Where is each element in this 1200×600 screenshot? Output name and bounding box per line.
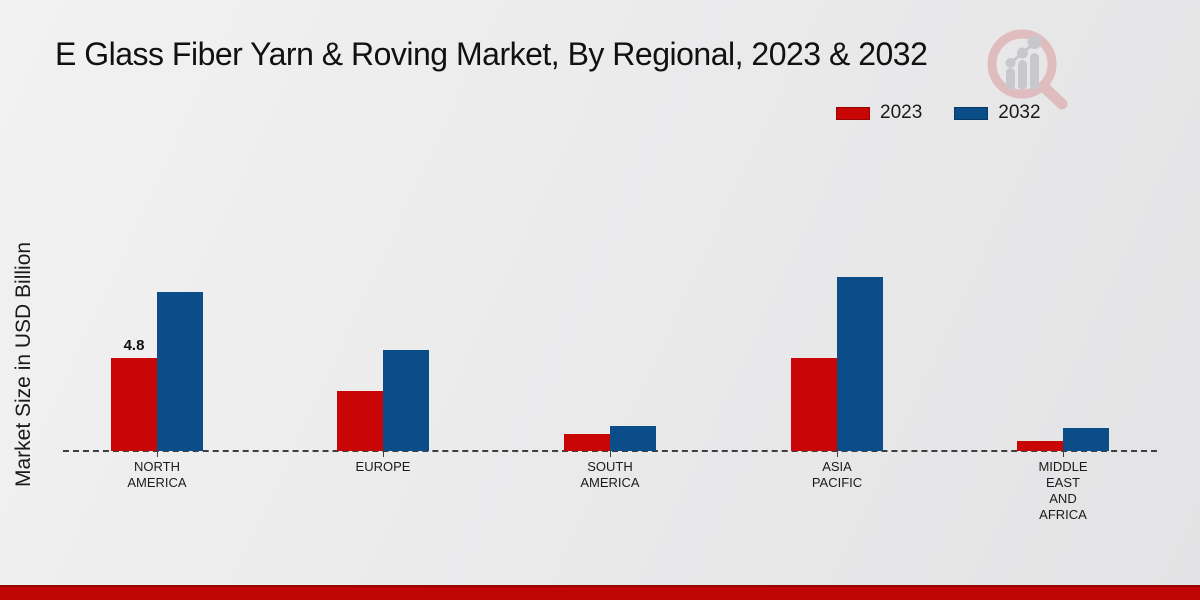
axis-tick (610, 451, 611, 457)
footer-stripe (0, 585, 1200, 600)
legend-label-2023: 2023 (880, 102, 923, 123)
axis-tick (157, 451, 158, 457)
bar-2023-middle-east-and-africa (1017, 441, 1063, 451)
bar-value-label: 4.8 (123, 337, 145, 354)
legend: 2023 2032 (836, 102, 1041, 124)
axis-tick (383, 451, 384, 457)
axis-tick (1063, 451, 1064, 457)
bar-2032-south-america (610, 426, 656, 451)
bar-2032-europe (383, 350, 429, 451)
category-label: ASIA PACIFIC (811, 459, 863, 490)
magnifier-bar-chart-logo-icon (987, 29, 1068, 110)
legend-label-2032: 2032 (998, 102, 1041, 123)
bar-2023-europe (337, 391, 383, 451)
legend-swatch-2032 (954, 106, 989, 120)
axis-tick (837, 451, 838, 457)
category-label: EUROPE (355, 459, 411, 474)
legend-item-2032: 2032 (954, 102, 1041, 124)
bar-2023-asia-pacific (791, 358, 837, 451)
legend-item-2023: 2023 (836, 102, 922, 124)
bar-2032-asia-pacific (837, 277, 883, 451)
bar-2023-south-america (564, 434, 610, 451)
legend-swatch-2023 (836, 106, 870, 120)
bar-2032-north-america (157, 292, 203, 451)
category-label: NORTH AMERICA (127, 459, 187, 490)
bar-2023-north-america (111, 358, 157, 451)
category-label: SOUTH AMERICA (580, 459, 640, 490)
category-label: MIDDLE EAST AND AFRICA (1038, 459, 1088, 522)
bar-2032-middle-east-and-africa (1063, 428, 1109, 451)
chart-title: E Glass Fiber Yarn & Roving Market, By R… (55, 36, 928, 72)
